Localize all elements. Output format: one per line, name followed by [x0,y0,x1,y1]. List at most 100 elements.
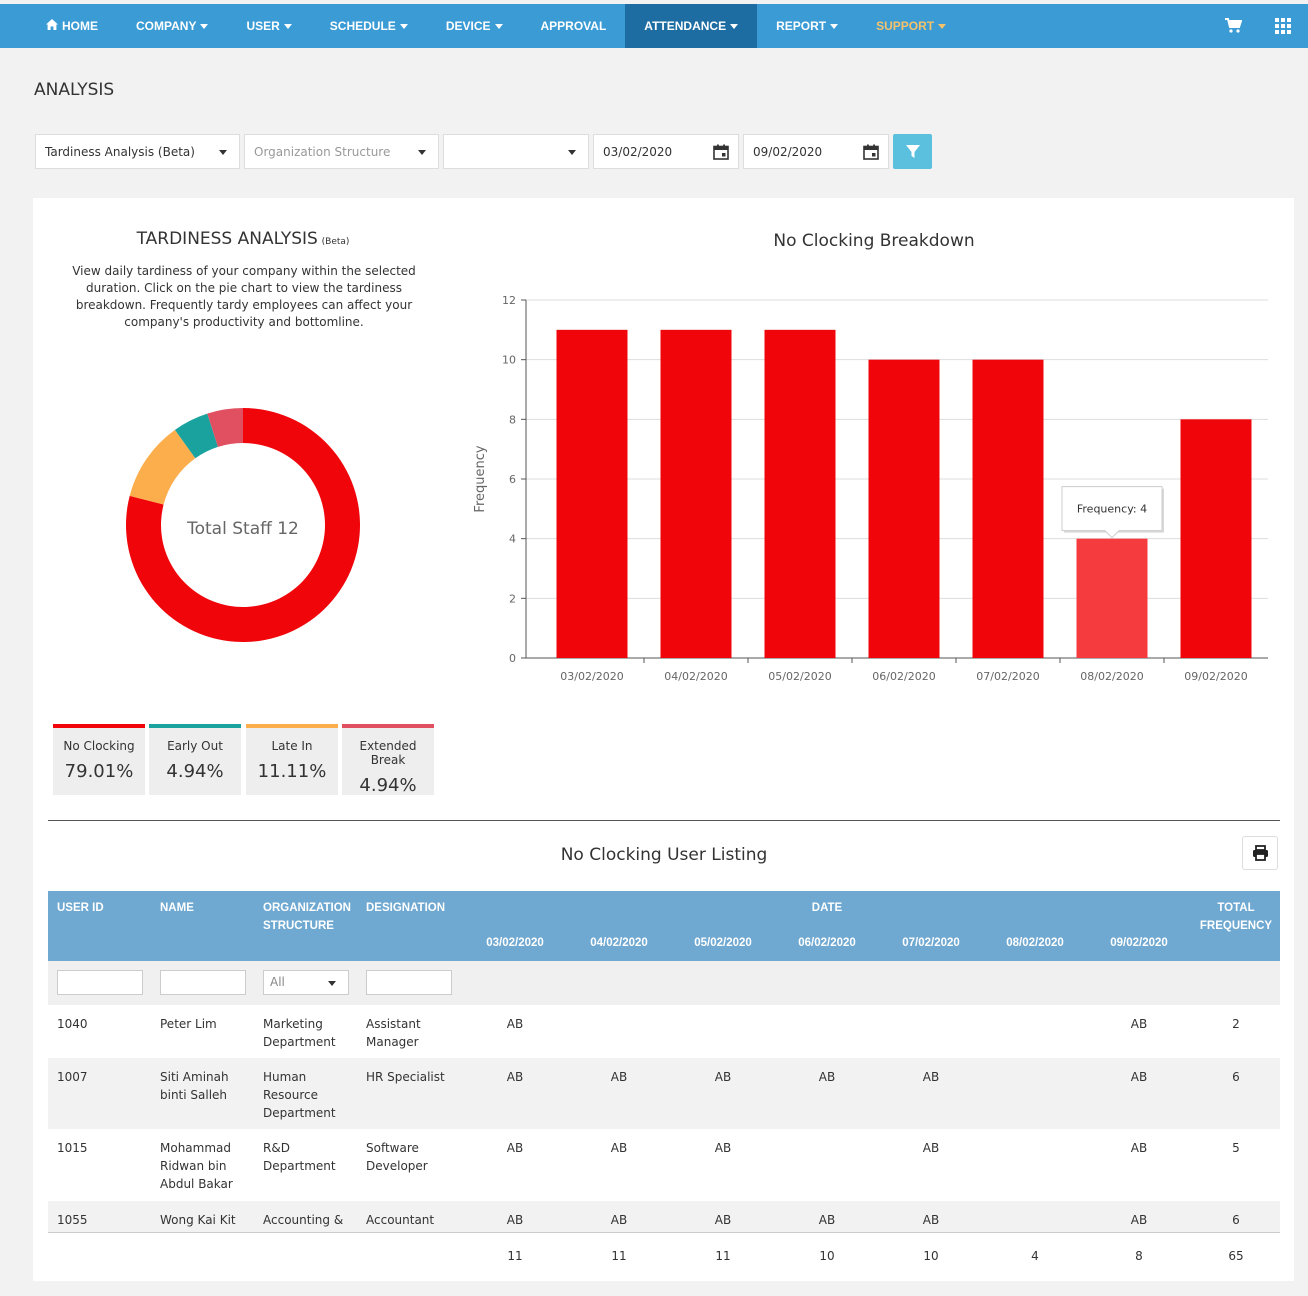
header-date-05/02/2020[interactable]: 05/02/2020 [694,937,752,949]
bar-04/02/2020[interactable] [660,329,732,658]
analysis-type-select[interactable]: Tardiness Analysis (Beta) [35,134,240,169]
legend-label: Late In [271,739,313,753]
header-total-frequency[interactable]: TOTAL FREQUENCY [1199,902,1273,932]
table-row[interactable]: 1015 Mohammad Ridwan bin Abdul Bakar R&D D… [48,1129,1280,1201]
org-structure-select[interactable]: Organization Structure [244,134,439,169]
header-org-structure[interactable]: ORGANIZATION STRUCTURE [263,902,351,932]
cell-name: Wong Kai Kit [160,1213,236,1227]
table-row[interactable]: 1040 Peter Lim Marketing Department Assista… [48,1005,1280,1058]
date-to-input[interactable]: 09/02/2020 [743,134,889,169]
cell-mark: AB [922,1070,940,1084]
nav-item-company[interactable]: COMPANY [117,4,227,48]
no-clocking-bar-chart[interactable]: No Clocking Breakdown Frequency 0 2 4 6 8 10 1… [466,220,1286,700]
bar-08/02/2020[interactable] [1076,538,1148,658]
total-cell: 11 [611,1249,627,1263]
nav-item-report[interactable]: REPORT [757,4,857,48]
cell-designation: Assistant Manager [366,1017,421,1049]
listing-table-header: USER ID NAME ORGANIZATION STRUCTURE DESI… [48,891,1280,961]
table-row[interactable]: 1007 Siti Aminah binti Salleh Human Resour… [48,1058,1280,1129]
header-date-07/02/2020[interactable]: 07/02/2020 [902,937,960,949]
cell-mark: AB [610,1070,628,1084]
x-tick-label: 03/02/2020 [560,670,623,683]
nav-item-attendance[interactable]: ATTENDANCE [625,4,758,48]
cell-mark: AB [818,1070,836,1084]
org-filter-select[interactable]: All [263,970,349,995]
legend-late-in[interactable]: Late In 11.11% [246,724,338,795]
nav-item-user[interactable]: USER [227,4,310,48]
printer-icon [1252,845,1268,861]
section-divider [48,820,1280,821]
header-user-id[interactable]: USER ID [57,902,104,914]
bar-chart-ylabel: Frequency [473,445,488,512]
listing-totals-row: 11 11 11 10 10 4 8 65 [48,1232,1280,1280]
date-from-input[interactable]: 03/02/2020 [593,134,739,169]
cell-mark: AB [1130,1213,1148,1227]
x-tick-label: 09/02/2020 [1184,670,1247,683]
total-cell: 4 [1031,1249,1039,1263]
calendar-icon[interactable] [713,144,729,160]
cell-mark: AB [714,1141,732,1155]
header-date-09/02/2020[interactable]: 09/02/2020 [1110,937,1168,949]
x-tick-label: 06/02/2020 [872,670,935,683]
donut-slice-early-out[interactable] [174,413,218,459]
donut-slice-no-clocking[interactable] [126,408,360,642]
calendar-icon[interactable] [863,144,879,160]
x-tick-label: 07/02/2020 [976,670,1039,683]
nav-item-schedule[interactable]: SCHEDULE [311,4,427,48]
nav-item-support[interactable]: SUPPORT [857,4,965,48]
legend-color-bar [149,724,241,728]
nav-item-approval[interactable]: APPROVAL [522,4,626,48]
name-filter-input[interactable] [160,970,246,995]
bar-05/02/2020[interactable] [764,329,836,658]
apps-grid-icon[interactable] [1258,4,1308,48]
caret-down-icon [283,23,292,29]
cell-user-id: 1015 [57,1141,88,1155]
nav-item-label: APPROVAL [540,19,607,33]
nav-item-label: SCHEDULE [329,19,396,33]
cell-org: R&D Department [263,1141,336,1173]
donut-slice-extended-break[interactable] [207,408,243,447]
header-designation[interactable]: DESIGNATION [366,902,446,914]
y-tick-label: 8 [509,413,516,426]
bar-09/02/2020[interactable] [1180,419,1252,658]
bar-06/02/2020[interactable] [868,359,940,658]
cell-org: Marketing Department [263,1017,336,1049]
donut-slice-late-in[interactable] [129,429,196,505]
cell-mark: AB [506,1017,524,1031]
header-name[interactable]: NAME [160,902,194,914]
total-cell: 11 [715,1249,731,1263]
y-tick-label: 12 [502,294,516,307]
nav-item-label: SUPPORT [876,19,935,33]
org-filter-value: All [270,975,285,989]
header-date-08/02/2020[interactable]: 08/02/2020 [1006,937,1064,949]
legend-extended-break[interactable]: Extended Break 4.94% [342,724,434,796]
analysis-type-value: Tardiness Analysis (Beta) [45,144,195,159]
apply-filter-button[interactable] [893,134,932,169]
header-date-06/02/2020[interactable]: 06/02/2020 [798,937,856,949]
nav-item-home[interactable]: HOME [28,4,117,48]
nav-item-device[interactable]: DEVICE [427,4,522,48]
y-tick-label: 0 [509,652,516,665]
bar-tooltip [1061,486,1163,539]
legend-no-clocking[interactable]: No Clocking 79.01% [53,724,145,795]
header-date-04/02/2020[interactable]: 04/02/2020 [590,937,648,949]
total-cell: 10 [923,1249,939,1263]
tardiness-donut-chart[interactable]: Total Staff 12 [120,402,366,648]
bar-07/02/2020[interactable] [972,359,1044,658]
chevron-down-icon [219,150,227,155]
chevron-down-icon [418,150,426,155]
header-date-03/02/2020[interactable]: 03/02/2020 [486,937,544,949]
total-cell: 11 [507,1249,523,1263]
legend-early-out[interactable]: Early Out 4.94% [149,724,241,795]
print-button[interactable] [1242,836,1278,870]
cell-mark: AB [714,1213,732,1227]
cell-mark: AB [922,1141,940,1155]
user-id-filter-input[interactable] [57,970,143,995]
designation-filter-input[interactable] [366,970,452,995]
cart-icon[interactable] [1208,4,1258,48]
sub-filter-select[interactable] [443,134,589,169]
bar-03/02/2020[interactable] [556,329,628,658]
table-row[interactable]: 1055 Wong Kai Kit Accounting & Accountant AB… [48,1201,1280,1232]
listing-filter-row: All [48,961,1280,1005]
nav-right-icons [1208,4,1308,48]
